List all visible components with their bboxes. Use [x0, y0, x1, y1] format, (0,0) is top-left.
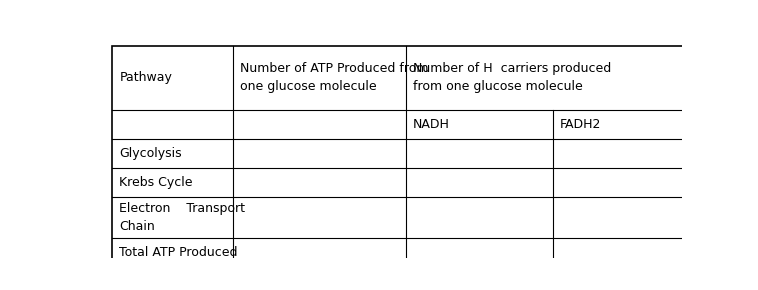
Text: Number of ATP Produced from
one glucose molecule: Number of ATP Produced from one glucose … [240, 62, 428, 93]
Text: Pathway: Pathway [120, 71, 172, 84]
Text: Krebs Cycle: Krebs Cycle [120, 176, 193, 189]
Text: Glycolysis: Glycolysis [120, 147, 182, 160]
Text: Number of H  carriers produced
from one glucose molecule: Number of H carriers produced from one g… [413, 62, 612, 93]
Text: FADH2: FADH2 [560, 118, 601, 130]
Text: NADH: NADH [413, 118, 450, 130]
Text: Total ATP Produced: Total ATP Produced [120, 246, 238, 259]
Text: Electron    Transport
Chain: Electron Transport Chain [120, 202, 246, 233]
